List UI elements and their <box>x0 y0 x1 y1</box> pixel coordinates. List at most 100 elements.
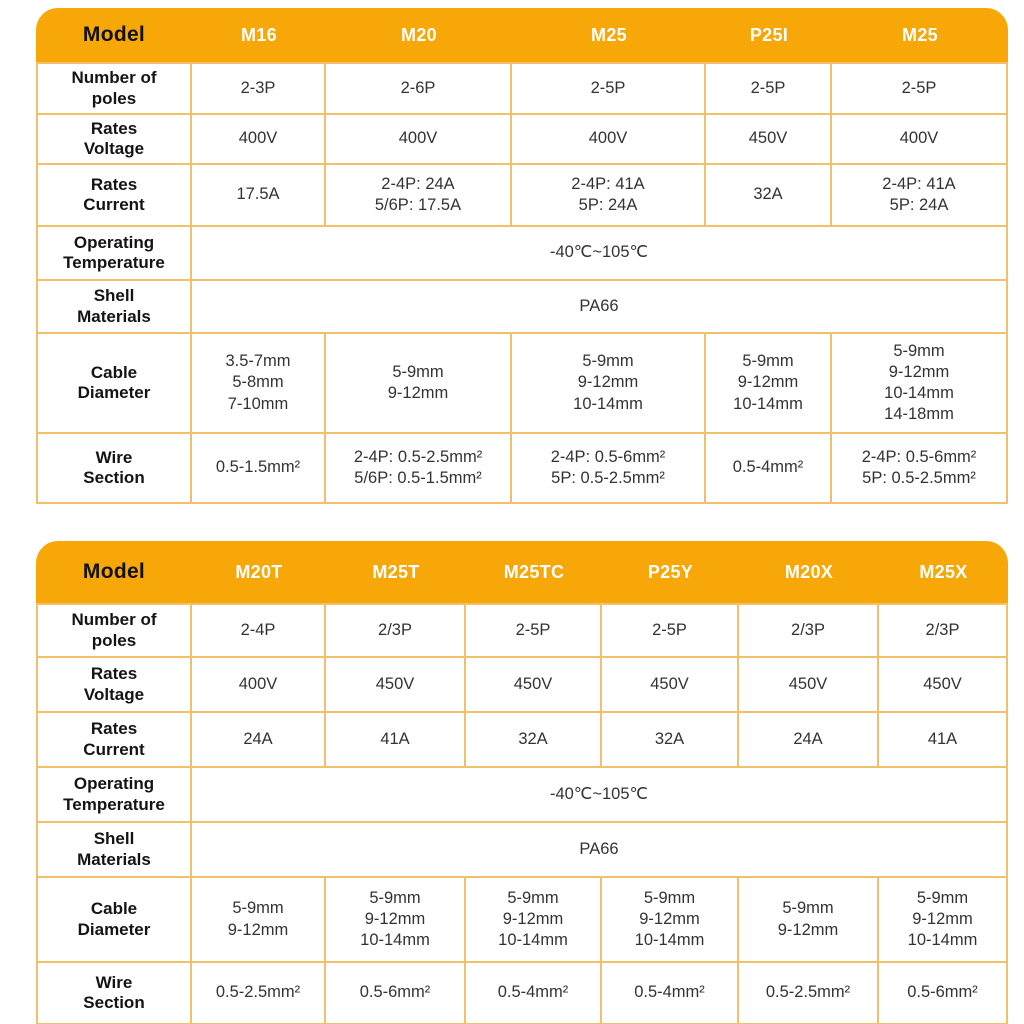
merged-spec-cell: -40℃~105℃ <box>192 227 1008 281</box>
spec-cell: 5-9mm 9-12mm 10-14mm <box>466 878 602 963</box>
spec-cell: 5-9mm 9-12mm 10-14mm 14-18mm <box>832 334 1008 434</box>
spec-cell: 5-9mm 9-12mm 10-14mm <box>879 878 1008 963</box>
spec-cell: 0.5-2.5mm² <box>192 963 326 1024</box>
row-number-of-poles: Number of poles 2-3P 2-6P 2-5P 2-5P 2-5P <box>36 62 1008 115</box>
spec-cell: 2-4P: 41A 5P: 24A <box>832 165 1008 227</box>
spec-cell: 2/3P <box>326 603 466 658</box>
row-label: Cable Diameter <box>36 334 192 434</box>
row-label: Number of poles <box>36 603 192 658</box>
spec-cell: 2-4P: 24A 5/6P: 17.5A <box>326 165 512 227</box>
spec-cell: 5-9mm 9-12mm 10-14mm <box>706 334 832 434</box>
header-row: Model M16 M20 M25 P25I M25 <box>36 8 1008 62</box>
row-label: Wire Section <box>36 434 192 504</box>
spec-cell: 32A <box>706 165 832 227</box>
spec-cell: 2/3P <box>879 603 1008 658</box>
spec-cell: 400V <box>832 115 1008 165</box>
spec-cell: 400V <box>192 115 326 165</box>
spec-cell: 450V <box>879 658 1008 713</box>
row-label: Rates Voltage <box>36 115 192 165</box>
row-label: Shell Materials <box>36 823 192 878</box>
spec-cell: 3.5-7mm 5-8mm 7-10mm <box>192 334 326 434</box>
column-header-m16: M16 <box>192 8 326 62</box>
column-header-m20x: M20X <box>739 541 879 603</box>
spec-cell: 0.5-2.5mm² <box>739 963 879 1024</box>
row-cable-diameter: Cable Diameter 5-9mm 9-12mm 5-9mm 9-12mm… <box>36 878 1008 963</box>
spec-cell: 0.5-6mm² <box>326 963 466 1024</box>
spec-cell: 41A <box>326 713 466 768</box>
spec-cell: 0.5-1.5mm² <box>192 434 326 504</box>
row-label: Wire Section <box>36 963 192 1024</box>
spec-cell: 0.5-4mm² <box>706 434 832 504</box>
spec-cell: 2-4P: 0.5-2.5mm² 5/6P: 0.5-1.5mm² <box>326 434 512 504</box>
row-label: Operating Temperature <box>36 227 192 281</box>
column-header-m25b: M25 <box>832 8 1008 62</box>
row-rates-voltage: Rates Voltage 400V 450V 450V 450V 450V 4… <box>36 658 1008 713</box>
row-shell-materials: Shell Materials PA66 <box>36 823 1008 878</box>
row-wire-section: Wire Section 0.5-2.5mm² 0.5-6mm² 0.5-4mm… <box>36 963 1008 1024</box>
table-2-body: Number of poles 2-4P 2/3P 2-5P 2-5P 2/3P… <box>36 603 1008 1024</box>
spec-cell: 0.5-4mm² <box>466 963 602 1024</box>
spec-cell: 24A <box>192 713 326 768</box>
spec-cell: 450V <box>706 115 832 165</box>
spec-cell: 24A <box>739 713 879 768</box>
spec-cell: 2-5P <box>706 62 832 115</box>
spec-cell: 400V <box>512 115 706 165</box>
merged-spec-cell: PA66 <box>192 823 1008 878</box>
row-label: Number of poles <box>36 62 192 115</box>
spec-cell: 400V <box>192 658 326 713</box>
spec-cell: 41A <box>879 713 1008 768</box>
column-header-m25tc: M25TC <box>466 541 602 603</box>
spec-cell: 32A <box>466 713 602 768</box>
spec-cell: 2-4P: 41A 5P: 24A <box>512 165 706 227</box>
row-cable-diameter: Cable Diameter 3.5-7mm 5-8mm 7-10mm 5-9m… <box>36 334 1008 434</box>
spec-cell: 5-9mm 9-12mm <box>326 334 512 434</box>
spec-cell: 400V <box>326 115 512 165</box>
spec-cell: 2-5P <box>466 603 602 658</box>
header-row: Model M20T M25T M25TC P25Y M20X M25X <box>36 541 1008 603</box>
merged-spec-cell: PA66 <box>192 281 1008 334</box>
spec-cell: 2-6P <box>326 62 512 115</box>
table-2-header: Model M20T M25T M25TC P25Y M20X M25X <box>36 541 1008 603</box>
model-header-label: Model <box>36 541 192 603</box>
table-1-header: Model M16 M20 M25 P25I M25 <box>36 8 1008 62</box>
spec-cell: 450V <box>739 658 879 713</box>
row-label: Rates Current <box>36 165 192 227</box>
column-header-p25i: P25I <box>706 8 832 62</box>
spec-cell: 5-9mm 9-12mm <box>192 878 326 963</box>
spec-cell: 450V <box>326 658 466 713</box>
column-header-m20: M20 <box>326 8 512 62</box>
row-label: Cable Diameter <box>36 878 192 963</box>
spec-cell: 450V <box>602 658 739 713</box>
spec-cell: 2-5P <box>832 62 1008 115</box>
row-label: Shell Materials <box>36 281 192 334</box>
merged-spec-cell: -40℃~105℃ <box>192 768 1008 823</box>
table-1-body: Number of poles 2-3P 2-6P 2-5P 2-5P 2-5P… <box>36 62 1008 504</box>
row-shell-materials: Shell Materials PA66 <box>36 281 1008 334</box>
column-header-m25: M25 <box>512 8 706 62</box>
spec-cell: 2-4P <box>192 603 326 658</box>
spec-cell: 32A <box>602 713 739 768</box>
spec-cell: 2-4P: 0.5-6mm² 5P: 0.5-2.5mm² <box>512 434 706 504</box>
spec-cell: 5-9mm 9-12mm 10-14mm <box>512 334 706 434</box>
connector-spec-table-2: Model M20T M25T M25TC P25Y M20X M25X Num… <box>36 541 1008 1024</box>
spec-cell: 0.5-4mm² <box>602 963 739 1024</box>
spec-cell: 2-4P: 0.5-6mm² 5P: 0.5-2.5mm² <box>832 434 1008 504</box>
row-label: Operating Temperature <box>36 768 192 823</box>
column-header-m25t: M25T <box>326 541 466 603</box>
spec-cell: 5-9mm 9-12mm 10-14mm <box>602 878 739 963</box>
spec-cell: 450V <box>466 658 602 713</box>
column-header-m25x: M25X <box>879 541 1008 603</box>
spec-cell: 2-5P <box>602 603 739 658</box>
row-label: Rates Current <box>36 713 192 768</box>
column-header-m20t: M20T <box>192 541 326 603</box>
row-operating-temperature: Operating Temperature -40℃~105℃ <box>36 768 1008 823</box>
row-wire-section: Wire Section 0.5-1.5mm² 2-4P: 0.5-2.5mm²… <box>36 434 1008 504</box>
row-operating-temperature: Operating Temperature -40℃~105℃ <box>36 227 1008 281</box>
row-label: Rates Voltage <box>36 658 192 713</box>
model-header-label: Model <box>36 8 192 62</box>
spec-cell: 2/3P <box>739 603 879 658</box>
spec-cell: 17.5A <box>192 165 326 227</box>
row-rates-current: Rates Current 17.5A 2-4P: 24A 5/6P: 17.5… <box>36 165 1008 227</box>
row-rates-current: Rates Current 24A 41A 32A 32A 24A 41A <box>36 713 1008 768</box>
spec-cell: 5-9mm 9-12mm <box>739 878 879 963</box>
